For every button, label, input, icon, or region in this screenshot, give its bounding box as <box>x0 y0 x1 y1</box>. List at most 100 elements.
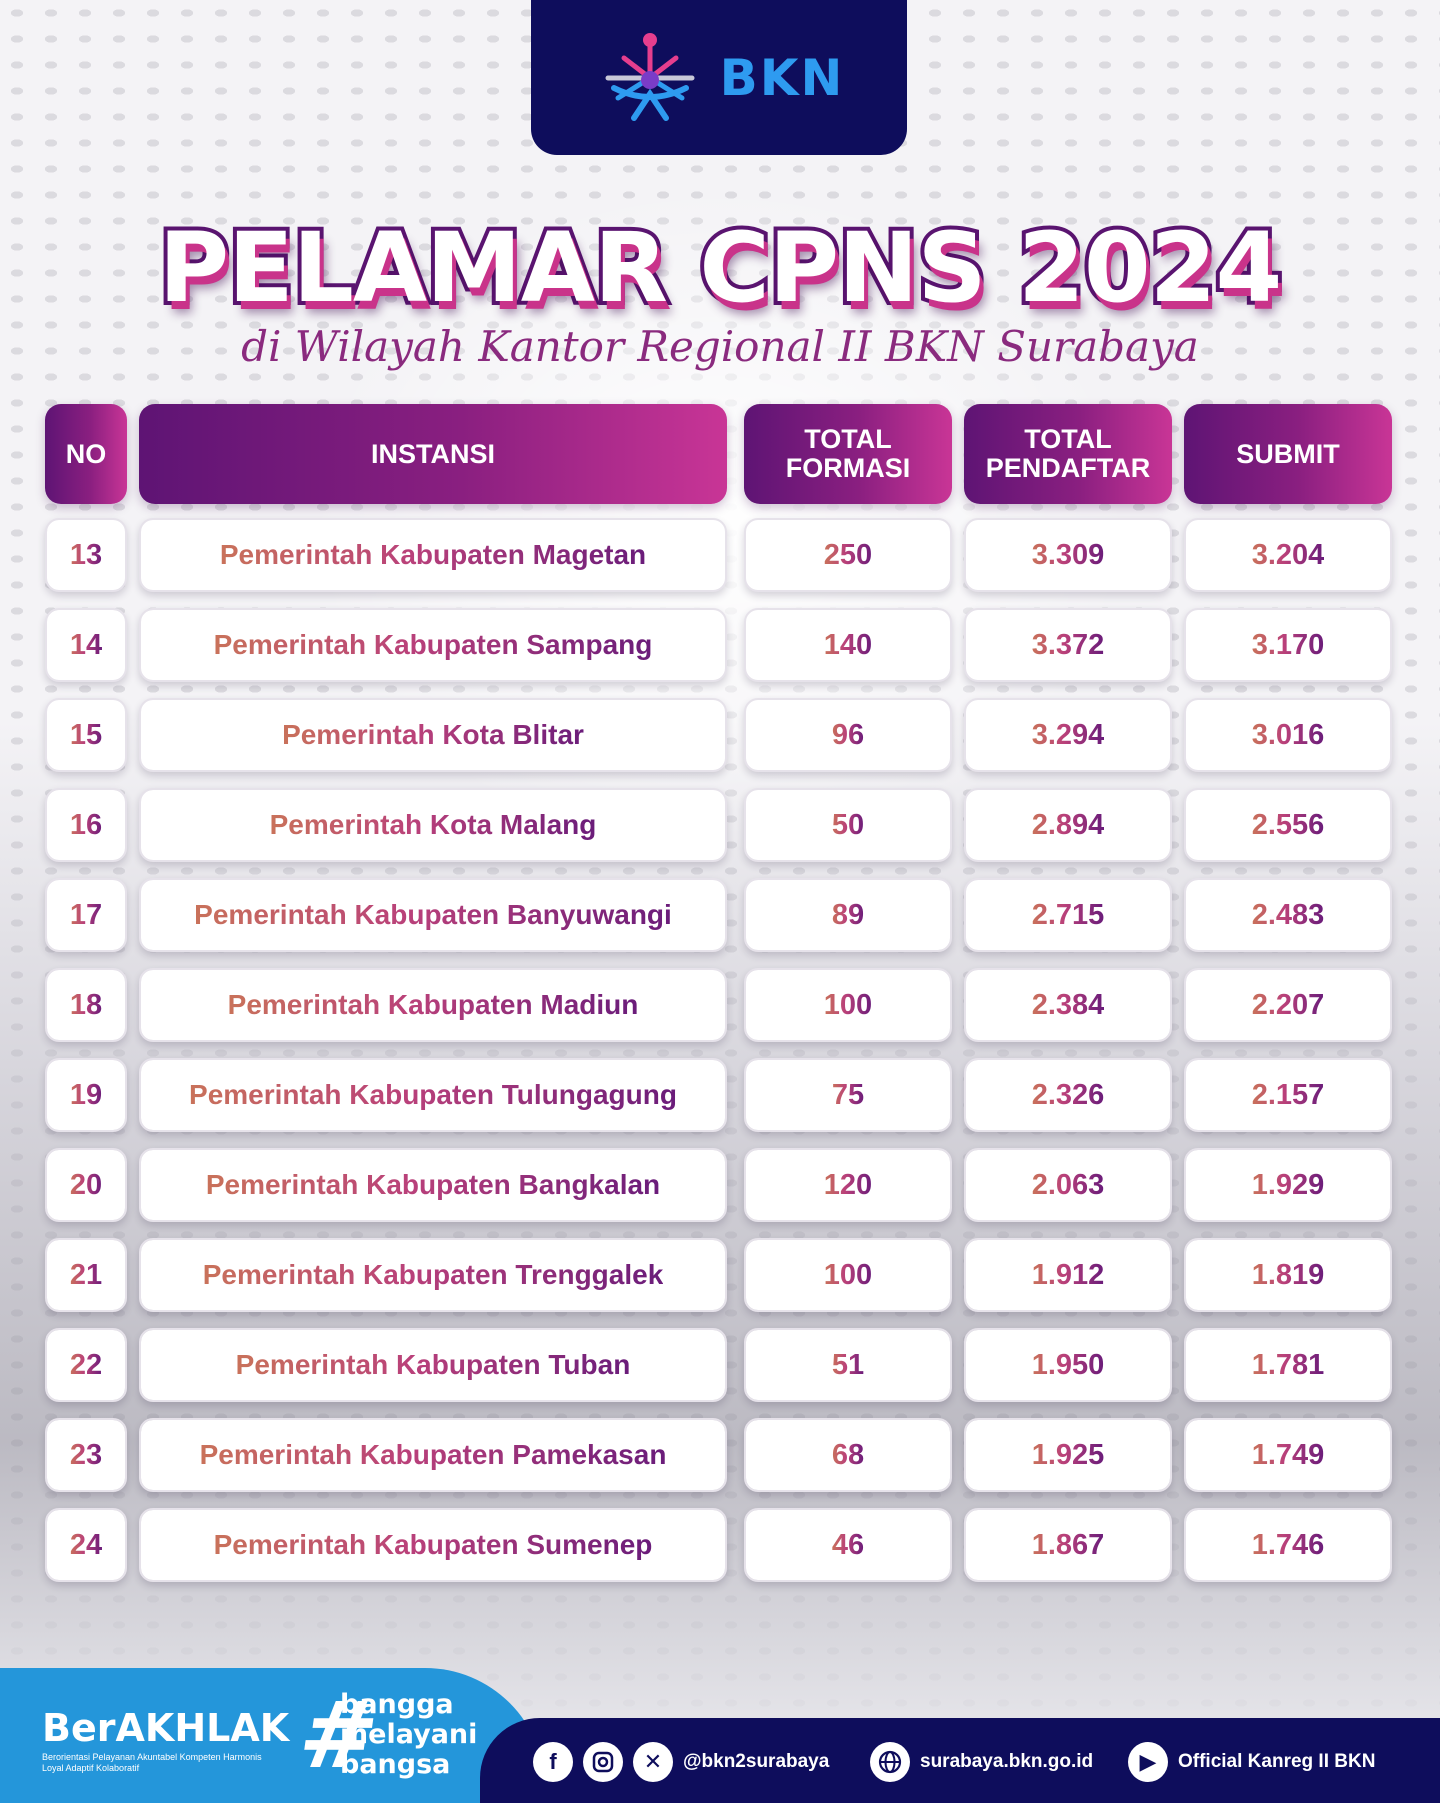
cell-instansi-text: Pemerintah Kabupaten Banyuwangi <box>194 899 672 930</box>
cell-instansi: Pemerintah Kabupaten Trenggalek <box>139 1238 727 1312</box>
cell-no-text: 15 <box>69 718 103 751</box>
cell-instansi: Pemerintah Kabupaten Banyuwangi <box>139 878 727 952</box>
slogan: bangga melayani bangsa <box>340 1690 477 1780</box>
website-link[interactable]: surabaya.bkn.go.id <box>920 1751 1094 1772</box>
cell-no-text: 23 <box>69 1438 103 1471</box>
cell-submit-text: 1.781 <box>1251 1348 1325 1381</box>
header-total-formasi: TOTAL FORMASI <box>744 404 952 504</box>
cell-no: 18 <box>45 968 127 1042</box>
cell-submit-text: 2.556 <box>1251 808 1325 841</box>
cell-submit-text: 3.204 <box>1251 538 1325 571</box>
cell-submit-text: 3.016 <box>1251 718 1325 751</box>
cell-no-text: 13 <box>69 538 103 571</box>
slogan-line2: melayani <box>340 1719 478 1750</box>
social-handle-group: f ✕ @bkn2surabaya <box>533 1740 829 1784</box>
cell-no-text: 16 <box>69 808 103 841</box>
cell-total-pendaftar-text: 1.912 <box>1031 1258 1105 1291</box>
header-pendaftar-line2: PENDAFTAR <box>985 453 1151 483</box>
cell-instansi: Pemerintah Kabupaten Sampang <box>139 608 727 682</box>
cell-submit: 1.819 <box>1184 1238 1392 1312</box>
header-instansi: INSTANSI <box>139 404 727 504</box>
cell-no: 24 <box>45 1508 127 1582</box>
cell-total-formasi: 68 <box>744 1418 952 1492</box>
cell-no: 14 <box>45 608 127 682</box>
cell-total-formasi-text: 68 <box>831 1438 865 1471</box>
cell-total-pendaftar-text: 1.925 <box>1031 1438 1105 1471</box>
cell-total-formasi-text: 51 <box>831 1348 865 1381</box>
website-group: surabaya.bkn.go.id <box>870 1740 1093 1784</box>
youtube-group: ▶ Official Kanreg II BKN <box>1128 1740 1375 1784</box>
cell-no: 19 <box>45 1058 127 1132</box>
header-instansi-label: INSTANSI <box>370 438 495 469</box>
cell-total-pendaftar-text: 2.715 <box>1031 898 1105 931</box>
cell-no-text: 24 <box>69 1528 103 1561</box>
cell-total-formasi-text: 46 <box>831 1528 865 1561</box>
page-subtitle: di Wilayah Kantor Regional II BKN Suraba… <box>241 322 1199 371</box>
cell-submit: 2.556 <box>1184 788 1392 862</box>
cell-total-formasi: 50 <box>744 788 952 862</box>
cell-total-pendaftar-text: 3.309 <box>1031 538 1105 571</box>
cell-no: 22 <box>45 1328 127 1402</box>
cell-instansi-text: Pemerintah Kabupaten Sampang <box>213 629 653 660</box>
header-formasi-line2: FORMASI <box>785 453 911 483</box>
facebook-icon[interactable]: f <box>533 1742 573 1782</box>
cell-no: 23 <box>45 1418 127 1492</box>
header-total-pendaftar: TOTAL PENDAFTAR <box>964 404 1172 504</box>
cell-total-formasi: 100 <box>744 968 952 1042</box>
header-no: NO <box>45 404 127 504</box>
cell-submit: 2.483 <box>1184 878 1392 952</box>
cell-no-text: 21 <box>69 1258 103 1291</box>
cell-instansi: Pemerintah Kota Blitar <box>139 698 727 772</box>
cell-submit: 1.929 <box>1184 1148 1392 1222</box>
cell-instansi: Pemerintah Kabupaten Sumenep <box>139 1508 727 1582</box>
cell-total-formasi: 51 <box>744 1328 952 1402</box>
header-submit-label: SUBMIT <box>1236 438 1340 469</box>
cell-total-pendaftar: 3.294 <box>964 698 1172 772</box>
cell-instansi-text: Pemerintah Kabupaten Tuban <box>235 1349 631 1380</box>
footer-berakhlak-panel <box>0 1668 545 1803</box>
cell-total-pendaftar: 2.063 <box>964 1148 1172 1222</box>
cell-total-pendaftar: 3.372 <box>964 608 1172 682</box>
x-icon[interactable]: ✕ <box>633 1742 673 1782</box>
cell-total-formasi-text: 96 <box>831 718 865 751</box>
social-handle[interactable]: @bkn2surabaya <box>683 1751 830 1772</box>
cell-instansi: Pemerintah Kabupaten Tuban <box>139 1328 727 1402</box>
cell-submit-text: 1.929 <box>1251 1168 1325 1201</box>
cell-total-formasi-text: 250 <box>823 538 873 571</box>
cell-submit-text: 3.170 <box>1251 628 1325 661</box>
cell-total-pendaftar-text: 2.894 <box>1031 808 1105 841</box>
cell-no: 15 <box>45 698 127 772</box>
youtube-icon[interactable]: ▶ <box>1128 1742 1168 1782</box>
cell-total-pendaftar-text: 3.294 <box>1031 718 1105 751</box>
slogan-line1: bangga <box>340 1689 454 1720</box>
slogan-line3: bangsa <box>340 1749 451 1780</box>
cell-submit-text: 2.483 <box>1251 898 1325 931</box>
cell-no: 13 <box>45 518 127 592</box>
bkn-logo-banner: BKN <box>531 0 907 155</box>
cell-submit: 3.016 <box>1184 698 1392 772</box>
cell-submit-text: 1.749 <box>1251 1438 1325 1471</box>
youtube-channel[interactable]: Official Kanreg II BKN <box>1178 1751 1376 1772</box>
globe-icon[interactable] <box>870 1742 910 1782</box>
instagram-icon[interactable] <box>583 1742 623 1782</box>
cell-instansi: Pemerintah Kabupaten Bangkalan <box>139 1148 727 1222</box>
cell-total-pendaftar: 2.384 <box>964 968 1172 1042</box>
cell-total-formasi: 250 <box>744 518 952 592</box>
cell-no-text: 14 <box>69 628 103 661</box>
cell-total-pendaftar-text: 3.372 <box>1031 628 1105 661</box>
cell-submit: 1.781 <box>1184 1328 1392 1402</box>
cell-submit-text: 2.157 <box>1251 1078 1325 1111</box>
cell-instansi-text: Pemerintah Kabupaten Bangkalan <box>205 1169 661 1200</box>
cell-total-formasi: 120 <box>744 1148 952 1222</box>
cell-instansi-text: Pemerintah Kota Blitar <box>282 719 584 750</box>
berakhlak-logo-text: BerAKHLAK <box>42 1706 290 1750</box>
cell-total-formasi-text: 89 <box>831 898 865 931</box>
cell-total-pendaftar: 1.925 <box>964 1418 1172 1492</box>
cell-total-pendaftar-text: 1.867 <box>1031 1528 1105 1561</box>
header-submit: SUBMIT <box>1184 404 1392 504</box>
cell-total-pendaftar-text: 2.326 <box>1031 1078 1105 1111</box>
cell-total-formasi: 46 <box>744 1508 952 1582</box>
cell-submit: 1.746 <box>1184 1508 1392 1582</box>
berakhlak-tagline: Berorientasi Pelayanan Akuntabel Kompete… <box>42 1752 262 1773</box>
cell-total-formasi-text: 50 <box>831 808 865 841</box>
